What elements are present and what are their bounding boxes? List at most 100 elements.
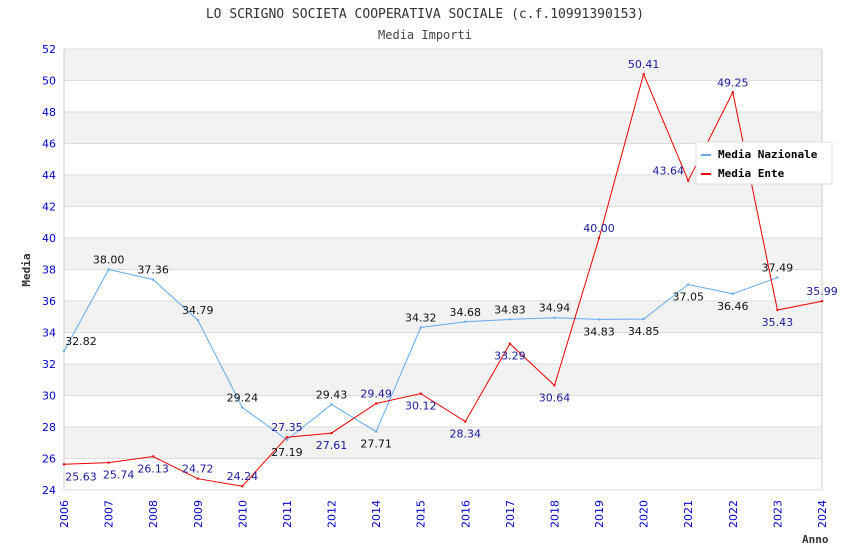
x-tick-label: 2010 <box>236 500 249 528</box>
data-label: 34.32 <box>405 311 437 324</box>
x-tick-label: 2011 <box>281 500 294 528</box>
data-point <box>374 430 378 433</box>
data-label: 37.36 <box>137 264 169 277</box>
data-label: 43.64 <box>652 165 684 178</box>
grid-lines <box>63 48 823 491</box>
data-label: 27.61 <box>316 439 348 452</box>
band <box>64 395 822 427</box>
data-label: 37.05 <box>672 290 704 303</box>
data-point <box>419 326 422 329</box>
data-label: 25.63 <box>65 470 97 483</box>
band <box>64 206 822 238</box>
data-label: 27.35 <box>271 421 303 434</box>
chart-title: LO SCRIGNO SOCIETA COOPERATIVA SOCIALE (… <box>206 7 644 22</box>
data-point <box>419 392 422 395</box>
y-tick-label: 24 <box>42 484 56 497</box>
data-label: 34.94 <box>539 302 571 315</box>
y-tick-label: 34 <box>42 327 56 340</box>
band <box>64 364 822 396</box>
data-point <box>687 283 690 286</box>
data-label: 34.85 <box>628 325 660 338</box>
data-label: 24.72 <box>182 463 214 476</box>
x-tick-label: 2023 <box>771 500 784 528</box>
y-tick-label: 52 <box>42 43 56 56</box>
data-point <box>464 420 467 423</box>
data-label: 30.64 <box>539 391 571 404</box>
data-point <box>508 318 512 321</box>
y-tick-label: 36 <box>42 295 56 308</box>
x-tick-label: 2019 <box>593 500 606 528</box>
y-tick-label: 30 <box>42 390 56 403</box>
x-tick-label: 2006 <box>58 500 71 528</box>
data-point <box>642 317 645 321</box>
data-point <box>597 236 601 240</box>
data-label: 34.83 <box>494 303 526 316</box>
band <box>64 49 822 81</box>
y-tick-label: 40 <box>42 232 56 245</box>
data-point <box>776 276 779 279</box>
data-label: 34.83 <box>583 325 615 338</box>
data-label: 38.00 <box>93 254 125 267</box>
legend-label-nazionale: Media Nazionale <box>718 148 818 161</box>
data-label: 35.99 <box>806 285 838 298</box>
data-label: 50.41 <box>628 58 660 71</box>
y-tick-label: 42 <box>42 201 56 214</box>
x-tick-label: 2018 <box>548 500 561 528</box>
data-label: 35.43 <box>762 316 794 329</box>
y-tick-label: 46 <box>42 138 56 151</box>
y-tick-label: 32 <box>42 358 56 371</box>
background-bands <box>64 49 822 490</box>
data-point <box>330 431 333 435</box>
data-point <box>731 292 735 295</box>
data-point <box>330 403 333 406</box>
data-point <box>597 318 601 321</box>
band <box>64 458 822 490</box>
x-tick-label: 2022 <box>727 500 740 528</box>
y-tick-label: 26 <box>42 453 56 466</box>
legend: Media Nazionale Media Ente <box>695 141 833 185</box>
data-point <box>62 463 66 466</box>
data-point <box>107 268 110 271</box>
y-tick-label: 50 <box>42 75 56 88</box>
chart-subtitle: Media Importi <box>378 28 472 42</box>
data-point <box>241 406 244 409</box>
x-tick-label: 2016 <box>459 500 472 528</box>
band <box>64 301 822 333</box>
y-axis-ticks: 24 26 28 30 32 34 36 38 40 42 44 46 48 50 52 <box>42 43 56 497</box>
x-axis-label: Anno <box>802 533 829 546</box>
data-point <box>241 485 244 488</box>
data-labels: 32.82 38.00 37.36 34.79 29.24 27.19 29.43 27.71… <box>65 58 838 483</box>
data-label: 29.43 <box>316 388 348 401</box>
data-label: 27.19 <box>271 446 303 459</box>
x-axis-ticks: 2006 2007 2008 2009 2010 2011 2012 2014 2015 2016… <box>58 500 829 528</box>
band <box>64 80 822 112</box>
band <box>64 269 822 301</box>
data-point <box>107 461 110 464</box>
x-tick-label: 2007 <box>103 500 116 528</box>
data-label: 25.74 <box>103 469 135 482</box>
data-label: 34.68 <box>450 306 482 319</box>
y-tick-label: 28 <box>42 421 56 434</box>
x-tick-label: 2009 <box>192 500 205 528</box>
band <box>64 238 822 270</box>
data-label: 49.25 <box>717 76 749 89</box>
x-tick-label: 2014 <box>370 500 383 528</box>
data-point <box>62 349 66 353</box>
data-point <box>374 402 378 405</box>
x-tick-label: 2008 <box>147 500 160 528</box>
data-label: 27.71 <box>360 438 392 451</box>
data-label: 33.29 <box>494 350 526 363</box>
x-tick-label: 2024 <box>816 500 829 528</box>
data-point <box>151 455 155 458</box>
data-point <box>196 318 199 322</box>
legend-swatch-nazionale <box>701 154 711 156</box>
x-tick-label: 2017 <box>504 500 517 528</box>
x-tick-label: 2021 <box>682 500 695 528</box>
data-point <box>151 278 155 281</box>
data-label: 32.82 <box>65 335 97 348</box>
data-label: 34.79 <box>182 304 214 317</box>
data-label: 28.34 <box>450 428 482 441</box>
x-tick-label: 2015 <box>415 500 428 528</box>
data-label: 24.24 <box>227 470 259 483</box>
band <box>64 332 822 364</box>
